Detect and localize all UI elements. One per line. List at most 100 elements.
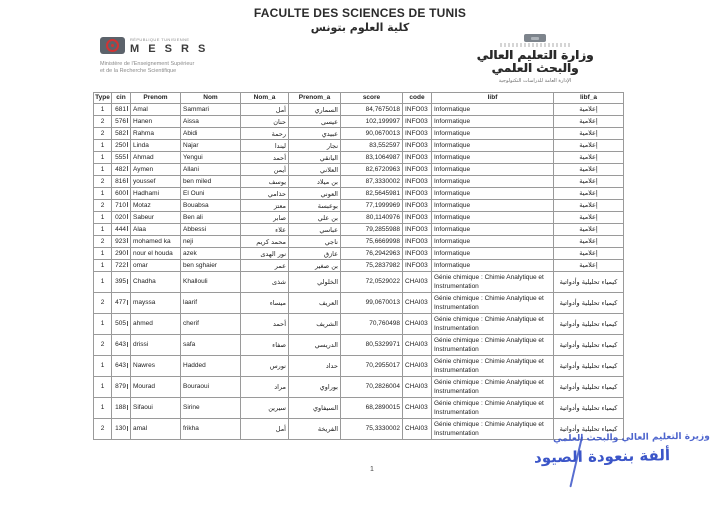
cell-libf-a: كيمياء تحليلية وأدواتية [553,271,624,293]
cell-prenom-a: بن صغير [288,259,341,272]
table-row: 1 879 Mourad Bouraoui مراد بوراوي 70,282… [93,376,624,398]
cell-prenom: youssef [130,175,181,188]
table-header-row: Type cin Prenom Nom Nom_a Prenom_a score… [93,92,624,104]
cell-prenom-a: العلاني [288,163,341,176]
cell-type: 2 [93,115,112,128]
cell-prenom-a: عبيدي [288,127,341,140]
cell-type: 1 [93,247,112,260]
cell-code: INFO03 [402,259,432,272]
cell-prenom-a: العوني [288,187,341,200]
page-title-arabic: كلية العلوم بتونس [310,21,410,34]
seal-caption-decoration [500,43,570,47]
cell-prenom: Mourad [130,376,181,398]
cell-prenom: Amal [130,103,181,116]
cell-score: 70,2955017 [340,355,403,377]
table-row: 2 923 mohamed ka neji محمد كريم ناجي 75,… [93,235,624,248]
minister-signature: وزيرة التعليم العالي والبحث العلمي ألفة … [425,432,711,488]
cell-type: 1 [93,103,112,116]
cell-libf-a: إعلامية [553,187,624,200]
cell-score: 84,7675018 [340,103,403,116]
ministry-subtext: الإدارة العامة للدراسات التكنولوجية [498,78,572,84]
cell-libf-a: كيمياء تحليلية وأدواتية [553,355,624,377]
cell-prenom: Rahma [130,127,181,140]
cell-prenom-a: ناجي [288,235,341,248]
cell-type: 2 [93,127,112,140]
table-row: 2 576 Hanen Aissa حنان عيسى 102,199997 I… [93,115,624,128]
page-number: 1 [370,466,374,473]
cell-nom: Aissa [180,115,241,128]
mesrs-acronym: M E S R S [130,43,209,55]
cell-libf: Informatique [431,127,554,140]
cell-libf: Informatique [431,211,554,224]
cell-nom-a: ميساء [240,292,289,314]
cell-prenom-a: اليانقي [288,151,341,164]
cell-code: CHAI03 [402,313,432,335]
table-row: 2 582 Rahma Abidi رحمة عبيدي 90,0670013 … [93,127,624,140]
cell-libf: Informatique [431,139,554,152]
table-row: 1 681 Amal Sammari أمل السماري 84,767501… [93,103,624,116]
cell-libf-a: إعلامية [553,235,624,248]
cell-libf-a: إعلامية [553,103,624,116]
cell-type: 2 [93,235,112,248]
cell-nom: Najar [180,139,241,152]
cell-score: 82,5645981 [340,187,403,200]
cell-nom-a: نورس [240,355,289,377]
cell-libf-a: إعلامية [553,127,624,140]
col-header-cin: cin [111,92,131,104]
cell-libf-a: إعلامية [553,139,624,152]
cell-nom-a: صفاء [240,334,289,356]
cell-nom: frikha [180,418,241,440]
cell-score: 75,3330002 [340,418,403,440]
cell-score: 83,552597 [340,139,403,152]
cell-code: INFO03 [402,187,432,200]
cell-nom: ben sghaier [180,259,241,272]
ministry-arabic-block: وزارة التعليم العالي والبحث العلمي الإدا… [440,34,630,84]
cell-libf-a: إعلامية [553,247,624,260]
cell-nom: laarif [180,292,241,314]
cell-code: INFO03 [402,223,432,236]
cell-nom: Bouabsa [180,199,241,212]
cell-nom: safa [180,334,241,356]
cell-nom-a: ليندا [240,139,289,152]
cell-nom: El Ouni [180,187,241,200]
cell-score: 76,2942963 [340,247,403,260]
cell-score: 70,2826004 [340,376,403,398]
cell-nom-a: يوسف [240,175,289,188]
cell-prenom: Nawres [130,355,181,377]
cell-type: 1 [93,163,112,176]
cell-libf-a: كيمياء تحليلية وأدواتية [553,292,624,314]
cell-code: INFO03 [402,127,432,140]
cell-type: 1 [93,397,112,419]
cell-nom: Abbessi [180,223,241,236]
cell-nom: neji [180,235,241,248]
cell-libf: Génie chimique : Chimie Analytique et In… [431,355,554,377]
col-header-libf: libf [431,92,554,104]
cell-cin: 643 [111,355,131,377]
cell-code: INFO03 [402,235,432,248]
cell-code: CHAI03 [402,271,432,293]
cell-prenom: Motaz [130,199,181,212]
cell-prenom-a: عازق [288,247,341,260]
col-header-prenom: Prenom [130,92,181,104]
cell-score: 80,1140976 [340,211,403,224]
cell-cin: 576 [111,115,131,128]
cell-nom-a: أحمد [240,151,289,164]
cell-nom-a: مراد [240,376,289,398]
cell-cin: 130 [111,418,131,440]
cell-libf: Informatique [431,235,554,248]
cell-prenom: Ahmad [130,151,181,164]
cell-type: 2 [93,175,112,188]
cell-nom-a: معتز [240,199,289,212]
cell-score: 77,1999969 [340,199,403,212]
table-row: 2 643 drissi safa صفاء الدريسي 80,532997… [93,334,624,356]
cell-code: INFO03 [402,199,432,212]
cell-nom-a: محمد كريم [240,235,289,248]
cell-libf: Informatique [431,103,554,116]
cell-nom: Abidi [180,127,241,140]
ministry-line1: Ministère de l'Enseignement Supérieur [100,61,195,67]
cell-libf-a: كيمياء تحليلية وأدواتية [553,418,624,440]
table-row: 1 188 Sifaoui Sirine سيرين السيفاوي 68,2… [93,397,624,419]
cell-libf: Génie chimique : Chimie Analytique et In… [431,334,554,356]
col-header-code: code [402,92,432,104]
